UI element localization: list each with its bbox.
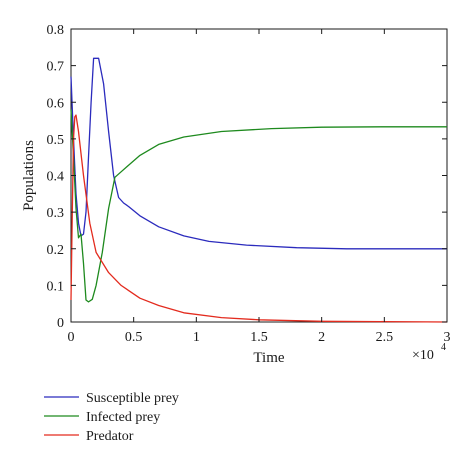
y-tick-label: 0.4	[47, 170, 65, 185]
plot-area: 0 0.5 1 1.5 2 2.5 3 0 0.1 0.2 0.3 0.4 0.5 0.6 0.7 0.8	[47, 23, 451, 345]
x-multiplier-base: ×10	[412, 348, 434, 363]
y-tick-label: 0.7	[47, 60, 65, 75]
x-tick-label: 3	[444, 330, 451, 345]
y-tick-label: 0	[57, 316, 64, 331]
x-tick-label: 1	[193, 330, 200, 345]
x-axis-title: Time	[253, 350, 284, 366]
x-axis-multiplier: ×10 4	[412, 342, 446, 363]
y-tick-label: 0.6	[47, 96, 65, 111]
x-tick-label: 2	[318, 330, 325, 345]
series-layer	[70, 57, 448, 323]
y-tick-label: 0.8	[47, 23, 65, 38]
legend-label: Predator	[86, 429, 134, 444]
series-line-3	[70, 114, 448, 323]
x-tick-label: 2.5	[376, 330, 394, 345]
series-line-1	[70, 57, 447, 250]
plot-frame	[70, 28, 448, 323]
x-tick-label: 0.5	[125, 330, 143, 345]
ticks-layer: 0 0.5 1 1.5 2 2.5 3 0 0.1 0.2 0.3 0.4 0.5 0.6 0.7 0.8	[47, 23, 451, 345]
legend-label: Infected prey	[86, 410, 160, 425]
y-tick-label: 0.1	[47, 279, 65, 294]
y-tick-label: 0.3	[47, 206, 65, 221]
y-tick-label: 0.5	[47, 133, 65, 148]
legend: Susceptible prey Infected prey Predator	[44, 391, 179, 444]
legend-label: Susceptible prey	[86, 391, 179, 406]
x-multiplier-exponent: 4	[441, 342, 446, 353]
y-tick-label: 0.2	[47, 243, 65, 258]
series-line-2	[70, 109, 447, 303]
y-axis-title: Populations	[21, 140, 37, 211]
x-tick-label: 1.5	[250, 330, 268, 345]
x-tick-label: 0	[68, 330, 75, 345]
